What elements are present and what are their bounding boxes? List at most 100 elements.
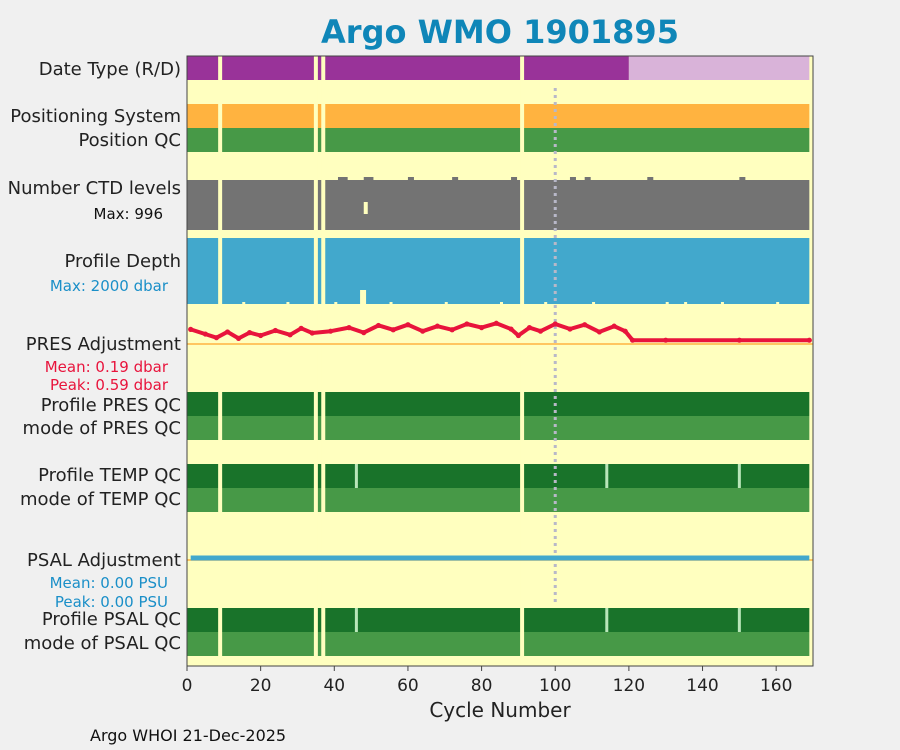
ctd-gap: [363, 202, 368, 214]
x-tick-label: 0: [182, 676, 193, 696]
row-note-psal-adjustment: Mean: 0.00 PSU: [50, 574, 168, 592]
pres-adjustment-point: [405, 322, 411, 328]
pres-adjustment-point: [188, 326, 194, 332]
pres-adjustment-point: [420, 328, 426, 334]
x-axis-label: Cycle Number: [429, 698, 571, 722]
pres-adjustment-point: [361, 330, 367, 336]
bar-mode-of-temp-qc-0: [187, 488, 810, 512]
ctd-notch-0: [337, 177, 344, 180]
pres-adjustment-point: [375, 322, 382, 329]
pres-adjustment-point: [235, 335, 242, 341]
bar-profile-temp-qc-0: [187, 464, 810, 488]
row-label-number-ctd-levels: Number CTD levels: [8, 178, 181, 199]
pres-adjustment-point: [434, 323, 440, 329]
row-label-profile-psal-qc: Profile PSAL QC: [42, 609, 181, 630]
pres-adjustment-point: [552, 321, 558, 327]
qc-mark-5: [737, 608, 741, 632]
ctd-notch-6: [511, 177, 518, 180]
row-note-pres-adjustment: Peak: 0.59 dbar: [50, 376, 169, 394]
pres-adjustment-point: [526, 325, 533, 331]
depth-notch-3: [389, 302, 393, 304]
pres-adjustment-point: [806, 337, 812, 343]
depth-notch-10: [720, 302, 724, 304]
ctd-notch-8: [584, 177, 591, 180]
bar-profile-depth-0: [187, 238, 810, 304]
row-note-number-ctd-levels: Max: 996: [94, 205, 163, 223]
x-tick-label: 80: [471, 676, 493, 696]
missing-cycle-9: [218, 56, 223, 666]
qc-mark-4: [605, 608, 609, 632]
x-tick-label: 140: [686, 676, 718, 696]
row-label-mode-of-psal-qc: mode of PSAL QC: [24, 633, 181, 654]
depth-gap: [360, 290, 367, 304]
qc-mark-2: [737, 464, 741, 488]
depth-notch-4: [444, 302, 448, 304]
plot-area: [187, 56, 813, 666]
x-tick-label: 100: [539, 676, 571, 696]
bar-number-ctd-levels-0: [187, 180, 810, 230]
bar-date-type-r-d-1: [628, 56, 810, 80]
row-label-profile-depth: Profile Depth: [64, 251, 181, 272]
pres-adjustment-point: [515, 332, 522, 339]
x-tick-label: 60: [397, 676, 419, 696]
row-note-pres-adjustment: Mean: 0.19 dbar: [45, 358, 169, 376]
missing-cycle-91: [520, 56, 525, 666]
pres-adjustment-point: [663, 337, 669, 343]
bar-date-type-r-d-0: [187, 56, 629, 80]
bar-mode-of-pres-qc-0: [187, 416, 810, 440]
qc-mark-3: [354, 608, 358, 632]
ctd-notch-4: [407, 177, 414, 180]
ctd-notch-10: [739, 177, 746, 180]
depth-notch-5: [500, 302, 503, 304]
pres-adjustment-point: [464, 321, 470, 327]
x-tick-label: 40: [323, 676, 345, 696]
ctd-notch-2: [363, 177, 370, 180]
pres-adjustment-point: [493, 320, 499, 326]
qc-mark-1: [605, 464, 609, 488]
ctd-notch-5: [452, 177, 459, 180]
bar-profile-psal-qc-0: [187, 608, 810, 632]
pres-adjustment-point: [736, 337, 742, 343]
row-label-profile-pres-qc: Profile PRES QC: [41, 395, 181, 416]
pres-adjustment-point: [622, 328, 628, 334]
pres-adjustment-point: [582, 322, 588, 328]
row-label-positioning-system: Positioning System: [10, 106, 181, 127]
depth-notch-1: [286, 302, 290, 304]
x-tick-label: 120: [613, 676, 645, 696]
row-label-date-type-r-d: Date Type (R/D): [39, 59, 181, 80]
pres-adjustment-point: [287, 332, 293, 338]
pres-adjustment-point: [309, 330, 315, 336]
row-label-profile-temp-qc: Profile TEMP QC: [38, 465, 181, 486]
plot-frame: [186, 55, 814, 667]
missing-cycle-37: [321, 56, 326, 666]
depth-notch-6: [544, 302, 548, 304]
depth-notch-9: [684, 302, 688, 304]
pres-adjustment-point: [611, 323, 617, 329]
footer-credit: Argo WHOI 21-Dec-2025: [90, 726, 286, 745]
chart-title: Argo WMO 1901895: [321, 13, 679, 51]
ctd-notch-7: [569, 177, 576, 180]
pres-adjustment-point: [596, 329, 603, 335]
x-tick-label: 160: [760, 676, 792, 696]
ctd-notch-9: [647, 177, 654, 180]
row-label-mode-of-temp-qc: mode of TEMP QC: [20, 489, 181, 510]
pres-adjustment-point: [202, 331, 209, 337]
depth-notch-2: [334, 302, 338, 304]
row-note-psal-adjustment: Peak: 0.00 PSU: [55, 593, 168, 611]
pres-adjustment-point: [390, 327, 396, 333]
pres-adjustment-point: [537, 328, 544, 334]
pres-adjustment-point: [247, 330, 253, 336]
row-label-position-qc: Position QC: [78, 130, 181, 151]
ctd-notch-1: [341, 177, 348, 180]
pres-adjustment-point: [298, 325, 304, 331]
pres-adjustment-point: [213, 335, 220, 341]
pres-adjustment-point: [258, 332, 264, 339]
pres-adjustment-point: [567, 326, 573, 332]
missing-cycle-35: [313, 56, 318, 666]
depth-notch-0: [242, 302, 246, 304]
row-label-pres-adjustment: PRES Adjustment: [26, 334, 181, 355]
depth-notch-11: [776, 302, 780, 304]
x-tick-label: 20: [250, 676, 272, 696]
pres-adjustment-point: [508, 326, 514, 332]
